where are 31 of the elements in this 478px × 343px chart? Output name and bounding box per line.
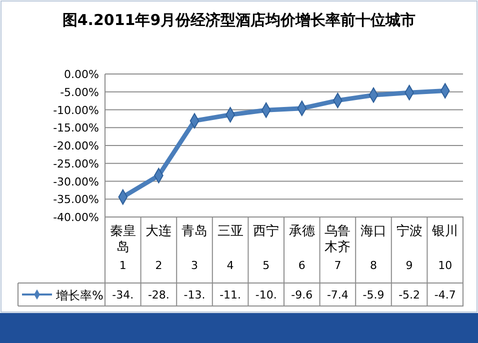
data-label: -5.9 [362,288,384,302]
category-label: 西宁 5 [253,224,280,272]
data-label: -13. [184,288,206,302]
y-tick-label: -40.00% [53,211,99,224]
data-label: -28. [148,288,170,302]
legend-label: 增长率% [55,288,104,302]
category-label: 大连 2 [146,224,172,272]
category-label: 承德 6 [288,224,315,272]
category-label: 银川 10 [432,224,458,272]
y-tick-label: -25.00% [53,157,99,170]
category-label: 海口 8 [360,224,386,272]
y-tick-label: -30.00% [53,175,99,188]
y-tick-label: -10.00% [53,104,99,117]
x-tick-label: 乌鲁木齐 7 [324,224,351,272]
data-label: -34. [112,288,134,302]
x-tick-label: 秦皇岛 1 [110,224,136,272]
y-tick-label: -15.00% [53,122,99,135]
data-label: -10. [255,288,277,302]
y-tick-label: -20.00% [53,140,99,152]
data-label: -11. [220,288,242,302]
data-label: -5.2 [398,288,420,302]
y-tick-label: -5.00% [60,86,99,99]
data-label: -9.6 [291,288,313,302]
y-tick-label: -35.00% [53,193,99,206]
category-label: 三亚 4 [217,224,244,272]
category-label: 宁波 9 [396,224,422,272]
category-label: 青岛 3 [182,224,208,272]
chart-title: 图4.2011年9月份经济型酒店均价增长率前十位城市 [62,11,416,29]
data-label: -7.4 [326,288,348,302]
y-tick-label: 0.00% [64,68,99,81]
data-label: -4.7 [434,288,456,302]
